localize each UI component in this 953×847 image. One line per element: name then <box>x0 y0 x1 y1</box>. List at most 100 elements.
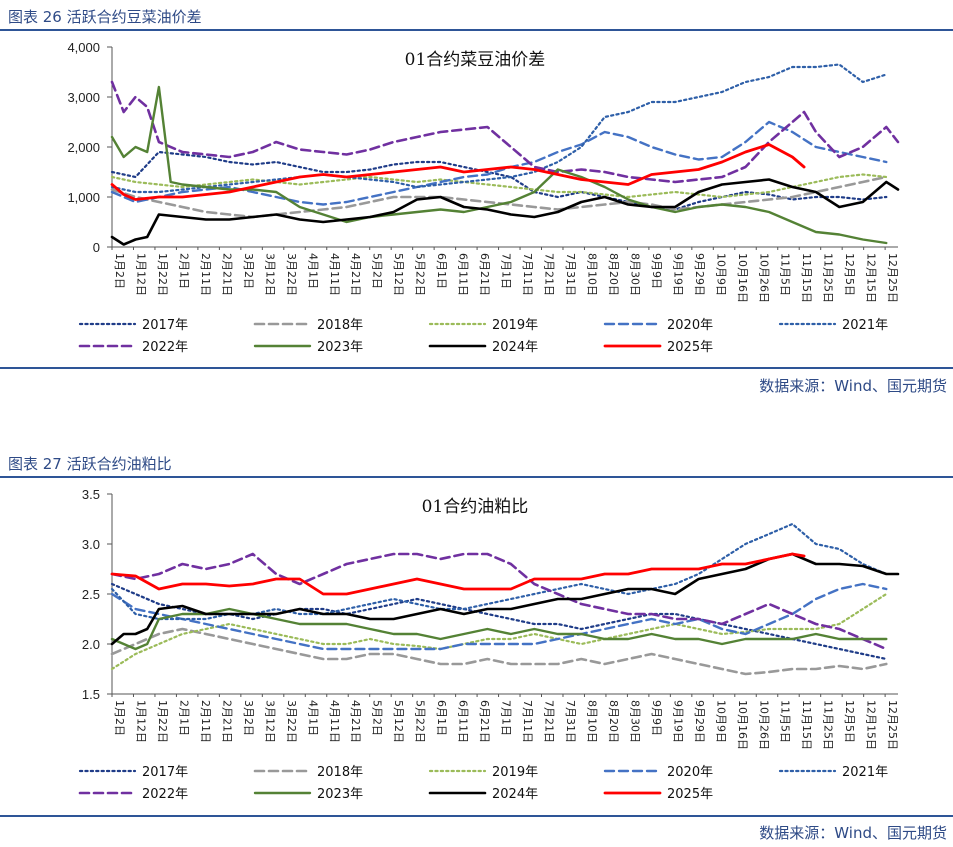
series-line-2025年 <box>110 143 806 201</box>
x-tick-label: 7月11日 <box>521 253 534 296</box>
x-tick-label: 11月5日 <box>779 253 792 296</box>
x-tick-label: 11月5日 <box>779 700 792 743</box>
x-tick-label: 12月15日 <box>865 253 878 303</box>
source-rule-2 <box>0 815 953 817</box>
caption-rule-2 <box>0 476 953 478</box>
x-tick-label: 5月22日 <box>414 253 427 296</box>
x-tick-label: 5月12日 <box>392 700 405 743</box>
legend-label: 2025年 <box>667 340 713 355</box>
legend-label: 2024年 <box>492 340 538 355</box>
x-tick-label: 6月11日 <box>457 700 470 743</box>
y-tick-label: 3.0 <box>82 537 100 552</box>
x-tick-label: 1月2日 <box>113 253 126 289</box>
x-tick-label: 3月2日 <box>242 253 255 289</box>
caption-rule-1 <box>0 29 953 31</box>
y-tick-label: 3,000 <box>67 90 100 105</box>
x-tick-label: 8月30日 <box>628 253 641 296</box>
y-tick-label: 1.5 <box>82 687 100 702</box>
x-tick-label: 9月29日 <box>693 700 706 743</box>
x-tick-label: 2月1日 <box>177 253 190 289</box>
series-line-2019年 <box>110 173 888 199</box>
y-tick-label: 4,000 <box>67 40 100 55</box>
x-tick-label: 4月1日 <box>306 253 319 289</box>
figure-caption-1: 图表 26 活跃合约豆菜油价差 <box>8 8 202 26</box>
chart-title: 01合约油粕比 <box>422 497 529 517</box>
series-line-2022年 <box>110 552 888 651</box>
x-tick-label: 4月21日 <box>349 253 362 296</box>
x-tick-label: 9月29日 <box>693 253 706 296</box>
x-tick-label: 8月20日 <box>607 700 620 743</box>
legend-label: 2017年 <box>142 765 188 780</box>
x-tick-label: 9月19日 <box>671 253 684 296</box>
series-line-2024年 <box>110 552 900 646</box>
series-line-2021年 <box>110 63 888 194</box>
x-tick-label: 6月21日 <box>478 253 491 296</box>
x-tick-label: 9月9日 <box>650 253 663 289</box>
x-tick-label: 11月15日 <box>800 700 813 750</box>
legend-label: 2023年 <box>317 340 363 355</box>
legend-label: 2021年 <box>842 765 888 780</box>
x-tick-label: 5月2日 <box>371 700 384 736</box>
x-tick-label: 3月22日 <box>285 253 298 296</box>
legend-label: 2025年 <box>667 787 713 802</box>
chart-title: 01合约菜豆油价差 <box>405 50 546 70</box>
x-tick-label: 12月5日 <box>843 700 856 743</box>
x-tick-label: 1月22日 <box>156 253 169 296</box>
x-tick-label: 2月21日 <box>220 253 233 296</box>
x-tick-label: 7月11日 <box>521 700 534 743</box>
x-tick-label: 10月16日 <box>736 700 749 750</box>
x-tick-label: 1月12日 <box>134 253 147 296</box>
x-tick-label: 1月12日 <box>134 700 147 743</box>
x-tick-label: 5月22日 <box>414 700 427 743</box>
x-tick-label: 12月5日 <box>843 253 856 296</box>
x-tick-label: 2月11日 <box>199 700 212 743</box>
series-line-2025年 <box>110 552 806 596</box>
x-tick-label: 2月11日 <box>199 253 212 296</box>
legend-label: 2022年 <box>142 787 188 802</box>
y-tick-label: 0 <box>93 240 100 255</box>
legend-label: 2021年 <box>842 318 888 333</box>
x-tick-label: 11月25日 <box>822 253 835 303</box>
x-tick-label: 12月25日 <box>886 700 899 750</box>
x-tick-label: 12月25日 <box>886 253 899 303</box>
series-line-2022年 <box>110 80 900 184</box>
y-tick-label: 2,000 <box>67 140 100 155</box>
y-tick-label: 3.5 <box>82 487 100 502</box>
x-tick-label: 8月10日 <box>585 253 598 296</box>
x-tick-label: 8月10日 <box>585 700 598 743</box>
legend-label: 2018年 <box>317 765 363 780</box>
x-tick-label: 6月1日 <box>435 700 448 736</box>
x-tick-label: 3月12日 <box>263 700 276 743</box>
legend-label: 2017年 <box>142 318 188 333</box>
x-tick-label: 6月21日 <box>478 700 491 743</box>
y-tick-label: 1,000 <box>67 190 100 205</box>
chart-oil-meal-ratio: 1.5 2.0 2.5 3.0 3.5 1月2日 1月12日 1月22日 2月1日 2月11日 2月… <box>78 487 900 802</box>
x-tick-label: 11月15日 <box>800 253 813 303</box>
x-tick-label: 2月21日 <box>220 700 233 743</box>
x-tick-label: 5月2日 <box>371 253 384 289</box>
x-tick-label: 1月22日 <box>156 700 169 743</box>
legend-label: 2019年 <box>492 765 538 780</box>
x-tick-label: 6月1日 <box>435 253 448 289</box>
series-line-2018年 <box>110 175 888 219</box>
x-tick-label: 10月26日 <box>757 253 770 303</box>
series-line-2023年 <box>110 85 888 245</box>
x-tick-label: 12月15日 <box>865 700 878 750</box>
x-tick-label: 8月20日 <box>607 253 620 296</box>
y-tick-label: 2.0 <box>82 637 100 652</box>
x-tick-label: 11月25日 <box>822 700 835 750</box>
legend-label: 2020年 <box>667 765 713 780</box>
x-tick-label: 7月31日 <box>564 700 577 743</box>
x-tick-label: 10月9日 <box>714 253 727 296</box>
x-tick-label: 4月11日 <box>328 700 341 743</box>
legend-label: 2020年 <box>667 318 713 333</box>
x-tick-label: 10月26日 <box>757 700 770 750</box>
x-tick-label: 7月21日 <box>543 700 556 743</box>
x-tick-label: 5月12日 <box>392 253 405 296</box>
x-tick-label: 3月12日 <box>263 253 276 296</box>
chart-rapeseed-soy-oil-spread: 0 1,000 2,000 3,000 4,000 1月2日 1月12日 1月22日 2月1日 2… <box>67 40 900 355</box>
x-tick-label: 7月1日 <box>500 253 513 289</box>
x-tick-label: 10月9日 <box>714 700 727 743</box>
x-tick-label: 4月21日 <box>349 700 362 743</box>
legend-label: 2018年 <box>317 318 363 333</box>
